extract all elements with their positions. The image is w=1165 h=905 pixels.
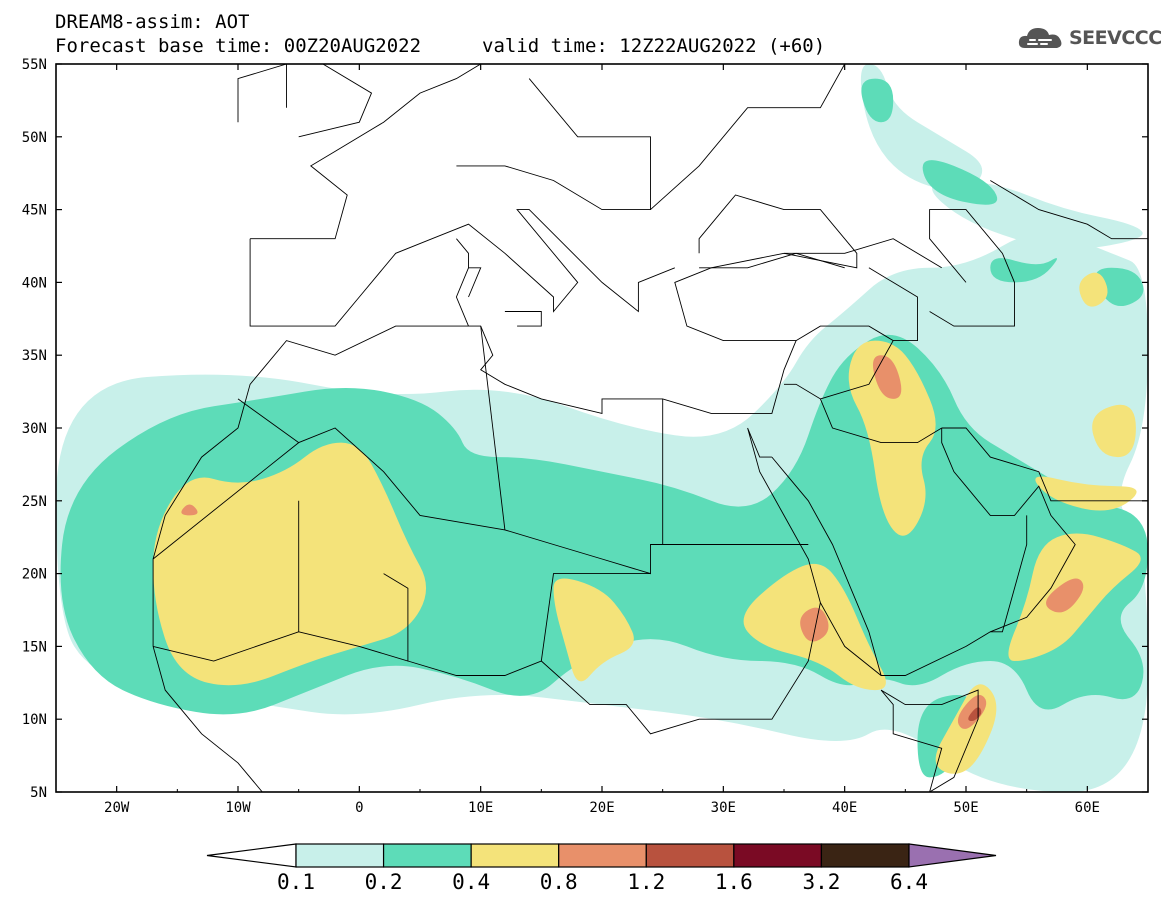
coastline-11 bbox=[699, 252, 845, 269]
colorbar-label: 1.6 bbox=[714, 870, 753, 894]
y-tick-label: 55N bbox=[22, 57, 47, 73]
colorbar-swatch bbox=[295, 843, 385, 868]
coastline-20 bbox=[540, 602, 821, 735]
y-tick-label: 15N bbox=[22, 639, 47, 655]
coastline-16 bbox=[152, 442, 299, 560]
coastline-29 bbox=[990, 180, 1148, 240]
colorbar-swatch bbox=[645, 843, 735, 868]
coastline-31 bbox=[456, 78, 651, 211]
aot-area-0.2-1 bbox=[861, 78, 894, 123]
coastline-17 bbox=[152, 500, 300, 662]
coastline-1 bbox=[747, 427, 1076, 676]
aot-area-0.1-1 bbox=[860, 64, 983, 191]
coastline-12 bbox=[455, 267, 482, 327]
colorbar-label: 0.2 bbox=[364, 870, 403, 894]
aot-area-0.2-4 bbox=[1095, 267, 1144, 307]
colorbar-label: 0.4 bbox=[452, 870, 491, 894]
aot-fields bbox=[56, 64, 1148, 792]
coastline-15 bbox=[237, 398, 809, 575]
y-tick-label: 50N bbox=[22, 130, 47, 146]
colorbar-swatch bbox=[382, 843, 472, 868]
x-axis: 20W 10W 0 10E 20E 30E 40E 50E 60E bbox=[55, 64, 1149, 816]
y-axis: 55N 50N 45N 40N 35N 30N 25N 20N 15N 10N 5N bbox=[22, 57, 1148, 801]
aot-area-0.8-1 bbox=[1046, 578, 1084, 613]
coastline-6 bbox=[250, 64, 481, 240]
aot-area-0.4-0 bbox=[153, 442, 427, 686]
aot-area-0.8-0 bbox=[872, 355, 902, 399]
coastline-27 bbox=[880, 689, 943, 792]
coastline-22 bbox=[480, 326, 506, 530]
aot-area-0.4-5 bbox=[1035, 476, 1137, 511]
valid-time-label: valid time: 12Z22AUG2022 (+60) bbox=[482, 35, 826, 57]
seevccc-logo: SEEVCCC bbox=[1017, 24, 1162, 52]
coastline-26 bbox=[990, 515, 1028, 633]
coastline-8 bbox=[298, 64, 373, 138]
y-tick-label: 45N bbox=[22, 203, 47, 219]
coastline-25 bbox=[868, 267, 918, 342]
x-tick-label: 40E bbox=[832, 800, 857, 816]
coastline-2 bbox=[771, 456, 882, 676]
aot-area-0.4-3 bbox=[848, 340, 936, 536]
colorbar-swatch bbox=[733, 843, 823, 868]
colorbar bbox=[206, 843, 997, 868]
x-tick-label: 30E bbox=[711, 800, 736, 816]
y-tick-label: 5N bbox=[30, 785, 47, 801]
logo-text: SEEVCCC bbox=[1069, 27, 1162, 49]
y-tick-label: 30N bbox=[22, 421, 47, 437]
x-tick-label: 10W bbox=[225, 800, 251, 816]
colorbar-label: 3.2 bbox=[802, 870, 841, 894]
y-tick-label: 10N bbox=[22, 712, 47, 728]
aot-area-0.4-6 bbox=[1092, 404, 1136, 458]
y-tick-label: 25N bbox=[22, 494, 47, 510]
coastline-24 bbox=[795, 325, 894, 400]
coastline-0 bbox=[152, 194, 858, 647]
coastlines bbox=[152, 64, 1148, 792]
x-tick-label: 10E bbox=[468, 800, 493, 816]
coastline-28 bbox=[784, 238, 942, 269]
coastline-5 bbox=[249, 209, 675, 327]
coastline-7 bbox=[237, 64, 287, 123]
aot-area-0.8-4 bbox=[181, 504, 198, 516]
coastline-10 bbox=[929, 209, 1015, 327]
cloud-logo-icon bbox=[1018, 28, 1062, 48]
colorbar-label: 0.1 bbox=[277, 870, 315, 894]
colorbar-label: 0.8 bbox=[539, 870, 578, 894]
coastline-14 bbox=[504, 311, 542, 327]
x-tick-label: 20W bbox=[104, 800, 130, 816]
x-tick-label: 0 bbox=[355, 800, 363, 816]
coastline-9 bbox=[941, 427, 1148, 502]
aot-area-0.4-1 bbox=[553, 578, 634, 682]
colorbar-label: 6.4 bbox=[890, 870, 928, 894]
aot-area-0.8-2 bbox=[800, 607, 829, 642]
coastline-30 bbox=[650, 64, 846, 210]
y-tick-label: 20N bbox=[22, 567, 47, 583]
colorbar-underflow bbox=[206, 843, 297, 868]
chart-title: DREAM8-assim: AOT bbox=[55, 11, 250, 33]
colorbar-overflow bbox=[908, 843, 997, 868]
colorbar-label: 1.2 bbox=[627, 870, 666, 894]
colorbar-swatch bbox=[820, 843, 910, 868]
x-tick-label: 60E bbox=[1075, 800, 1100, 816]
colorbar-swatch bbox=[470, 843, 560, 868]
colorbar-swatch bbox=[558, 843, 647, 868]
x-tick-label: 50E bbox=[953, 800, 978, 816]
x-tick-label: 20E bbox=[589, 800, 614, 816]
aot-area-0.4-8 bbox=[1079, 272, 1108, 307]
coastline-13 bbox=[456, 238, 469, 268]
y-tick-label: 35N bbox=[22, 348, 47, 364]
coastline-23 bbox=[784, 383, 942, 444]
y-tick-label: 40N bbox=[22, 275, 47, 291]
aot-area-0.2-2 bbox=[922, 160, 998, 205]
coastline-19 bbox=[407, 573, 651, 676]
coastline-3 bbox=[880, 689, 979, 792]
coastline-4 bbox=[152, 646, 263, 792]
base-time-label: Forecast base time: 00Z20AUG2022 bbox=[55, 35, 422, 57]
